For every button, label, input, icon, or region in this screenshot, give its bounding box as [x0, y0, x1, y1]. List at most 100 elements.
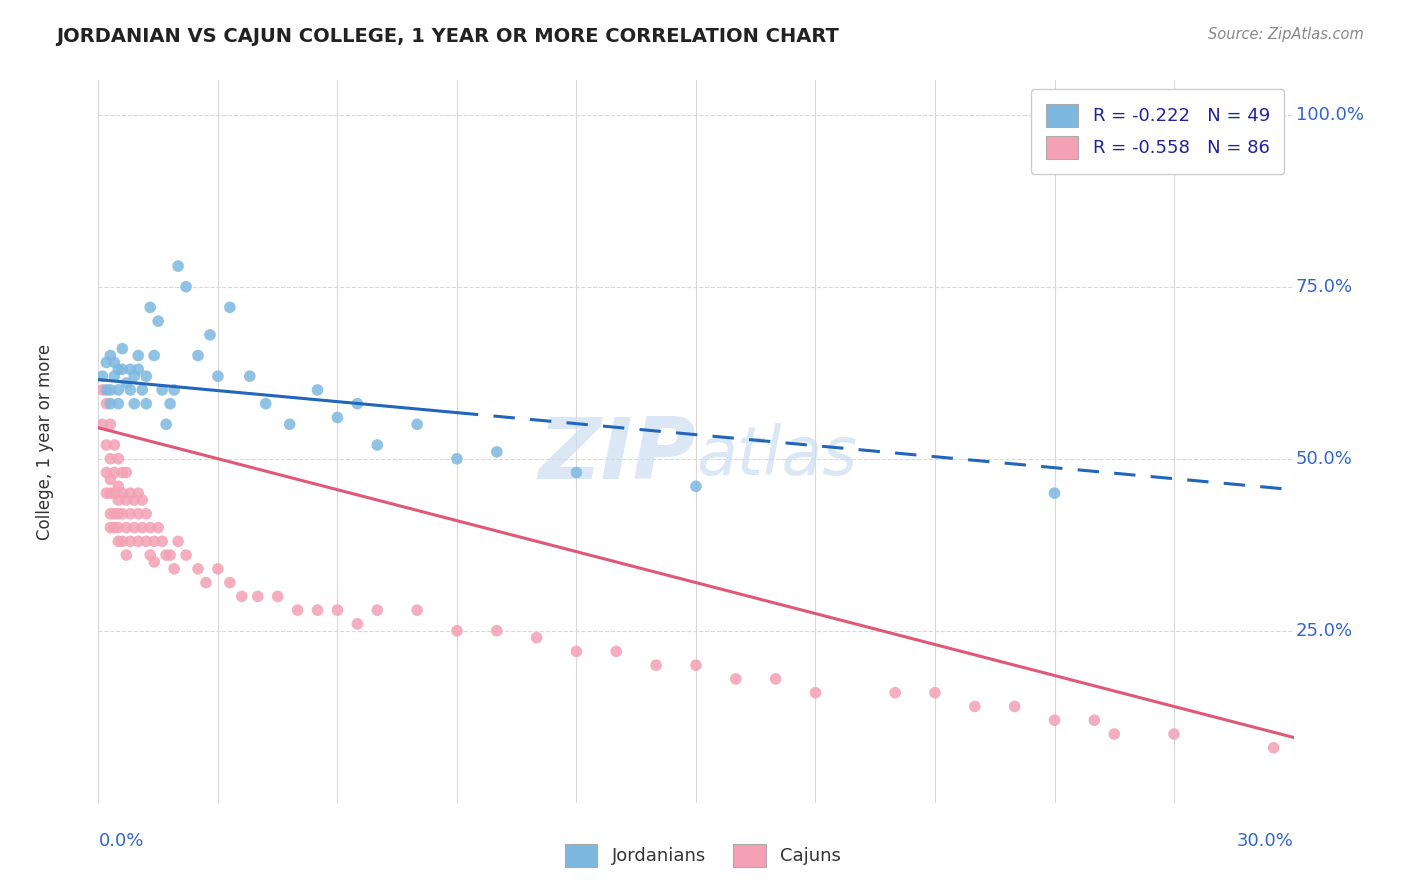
Point [98, 383, 122, 397]
Point [163, 383, 186, 397]
Point [645, 658, 668, 673]
Point [326, 603, 349, 617]
Point [366, 603, 388, 617]
Point [239, 369, 262, 384]
Point [1083, 713, 1105, 727]
Text: 100.0%: 100.0% [1296, 105, 1364, 124]
Point [174, 279, 197, 293]
Text: 75.0%: 75.0% [1296, 277, 1353, 296]
Point [120, 507, 142, 521]
Point [155, 548, 177, 562]
Point [127, 362, 149, 376]
Legend: R = -0.222   N = 49, R = -0.558   N = 86: R = -0.222 N = 49, R = -0.558 N = 86 [1032, 89, 1285, 174]
Point [139, 520, 162, 534]
Point [187, 562, 209, 576]
Point [103, 466, 125, 480]
Point [366, 438, 388, 452]
Point [107, 493, 129, 508]
Point [143, 534, 166, 549]
Point [143, 555, 166, 569]
Point [120, 362, 142, 376]
Point [1104, 727, 1126, 741]
Point [103, 520, 125, 534]
Point [127, 349, 149, 363]
Point [98, 397, 122, 411]
Point [107, 451, 129, 466]
Point [96, 466, 118, 480]
Point [174, 548, 197, 562]
Point [131, 383, 153, 397]
Point [115, 548, 138, 562]
Point [804, 686, 827, 700]
Point [254, 397, 277, 411]
Point [111, 534, 134, 549]
Point [287, 603, 309, 617]
Point [107, 383, 129, 397]
Point [1004, 699, 1026, 714]
Point [724, 672, 747, 686]
Point [924, 686, 946, 700]
Point [115, 520, 138, 534]
Text: College, 1 year or more: College, 1 year or more [35, 343, 53, 540]
Text: JORDANIAN VS CAJUN COLLEGE, 1 YEAR OR MORE CORRELATION CHART: JORDANIAN VS CAJUN COLLEGE, 1 YEAR OR MO… [56, 27, 839, 45]
Point [446, 624, 468, 638]
Point [107, 520, 129, 534]
Legend: Jordanians, Cajuns: Jordanians, Cajuns [558, 837, 848, 874]
Point [124, 520, 146, 534]
Point [198, 327, 221, 342]
Point [207, 369, 229, 384]
Point [963, 699, 986, 714]
Point [111, 362, 134, 376]
Point [96, 486, 118, 500]
Point [246, 590, 269, 604]
Text: 25.0%: 25.0% [1296, 622, 1353, 640]
Point [1043, 713, 1066, 727]
Point [135, 397, 157, 411]
Point [884, 686, 907, 700]
Point [120, 534, 142, 549]
Point [127, 534, 149, 549]
Text: Source: ZipAtlas.com: Source: ZipAtlas.com [1208, 27, 1364, 42]
Point [120, 383, 142, 397]
Point [159, 548, 181, 562]
Point [103, 369, 125, 384]
Point [120, 486, 142, 500]
Point [98, 451, 122, 466]
Point [107, 397, 129, 411]
Point [267, 590, 290, 604]
Text: atlas: atlas [696, 423, 858, 489]
Point [1263, 740, 1285, 755]
Point [485, 624, 508, 638]
Point [219, 575, 242, 590]
Point [98, 349, 122, 363]
Point [148, 314, 170, 328]
Point [163, 562, 186, 576]
Point [526, 631, 548, 645]
Point [131, 520, 153, 534]
Point [107, 362, 129, 376]
Point [107, 507, 129, 521]
Text: ZIP: ZIP [538, 415, 696, 498]
Point [219, 301, 242, 315]
Point [103, 355, 125, 369]
Point [96, 397, 118, 411]
Point [346, 397, 368, 411]
Point [278, 417, 301, 432]
Point [98, 472, 122, 486]
Point [111, 486, 134, 500]
Point [98, 520, 122, 534]
Point [685, 479, 707, 493]
Point [98, 417, 122, 432]
Point [155, 417, 177, 432]
Point [307, 603, 329, 617]
Point [326, 410, 349, 425]
Point [91, 417, 114, 432]
Point [143, 349, 166, 363]
Point [91, 383, 114, 397]
Point [406, 603, 429, 617]
Point [150, 383, 173, 397]
Point [195, 575, 218, 590]
Text: 30.0%: 30.0% [1237, 831, 1294, 850]
Point [565, 644, 588, 658]
Point [111, 466, 134, 480]
